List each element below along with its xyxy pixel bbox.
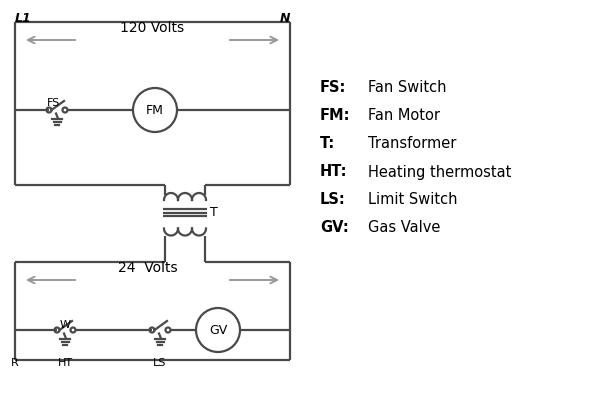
Text: 120 Volts: 120 Volts <box>120 21 185 35</box>
Text: Gas Valve: Gas Valve <box>368 220 440 236</box>
Text: Fan Switch: Fan Switch <box>368 80 447 96</box>
Text: LS: LS <box>153 358 167 368</box>
Text: 24  Volts: 24 Volts <box>117 261 178 275</box>
Text: FS:: FS: <box>320 80 346 96</box>
Text: LS:: LS: <box>320 192 346 208</box>
Text: HT: HT <box>57 358 73 368</box>
Text: HT:: HT: <box>320 164 348 180</box>
Text: Limit Switch: Limit Switch <box>368 192 457 208</box>
Text: FS: FS <box>47 98 60 108</box>
Text: T:: T: <box>320 136 335 152</box>
Text: R: R <box>11 358 19 368</box>
Text: T: T <box>210 206 218 220</box>
Text: W: W <box>60 320 70 330</box>
Text: Transformer: Transformer <box>368 136 457 152</box>
Text: FM:: FM: <box>320 108 350 124</box>
Text: GV: GV <box>209 324 227 336</box>
Text: Fan Motor: Fan Motor <box>368 108 440 124</box>
Text: GV:: GV: <box>320 220 349 236</box>
Text: N: N <box>280 12 290 25</box>
Text: Heating thermostat: Heating thermostat <box>368 164 512 180</box>
Text: L1: L1 <box>15 12 32 25</box>
Text: FM: FM <box>146 104 164 116</box>
